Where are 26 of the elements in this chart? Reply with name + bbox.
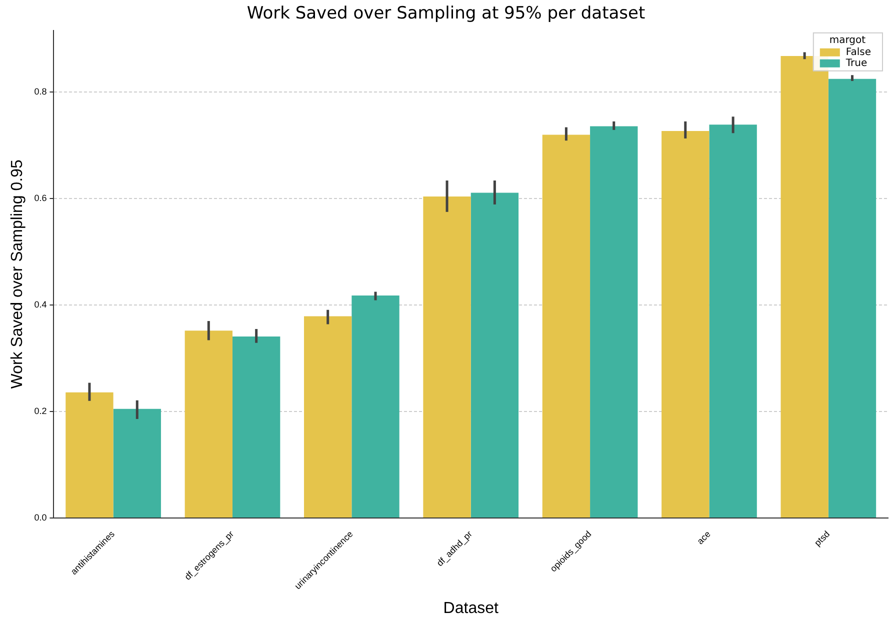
legend-label: False: [846, 46, 872, 58]
bar: [352, 295, 400, 518]
y-axis-title: Work Saved over Sampling 0.95: [9, 160, 26, 389]
y-tick-label: 0.0: [34, 512, 47, 522]
bar: [304, 316, 352, 518]
bar: [66, 392, 114, 518]
x-axis-title: Dataset: [443, 600, 499, 617]
bar: [542, 134, 590, 518]
legend-label: True: [844, 58, 868, 69]
y-tick-label: 0.2: [34, 406, 47, 416]
bar: [590, 126, 638, 518]
chart-title: Work Saved over Sampling at 95% per dataset: [246, 4, 646, 24]
bar: [113, 408, 161, 518]
y-tick-label: 0.6: [34, 193, 47, 204]
bar: [780, 56, 828, 518]
bar: [184, 330, 232, 518]
bar: [423, 196, 471, 518]
bar: [470, 192, 519, 518]
y-tick-label: 0.8: [34, 86, 47, 97]
bar: [709, 124, 757, 518]
x-tick-label: ace: [695, 528, 712, 546]
bar: [828, 78, 876, 518]
y-tick-label: 0.4: [34, 300, 47, 310]
bar: [232, 336, 280, 518]
bar: [662, 131, 710, 518]
legend-title: margot: [829, 34, 866, 46]
